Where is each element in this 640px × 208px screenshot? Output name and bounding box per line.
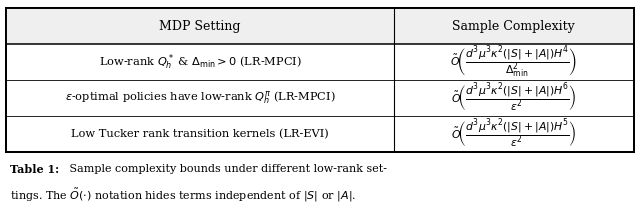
Text: $\epsilon$-optimal policies have low-rank $Q_h^{\pi}$ (LR-MPCI): $\epsilon$-optimal policies have low-ran…	[65, 90, 335, 106]
Text: Low-rank $Q_h^*$ & $\Delta_{\min} > 0$ (LR-MPCI): Low-rank $Q_h^*$ & $\Delta_{\min} > 0$ (…	[99, 52, 301, 72]
Text: MDP Setting: MDP Setting	[159, 20, 241, 33]
FancyBboxPatch shape	[6, 8, 634, 44]
Text: $\tilde{O}\!\left(\dfrac{d^3\mu^3\kappa^2(|S|+|A|)H^5}{\epsilon^2}\right)$: $\tilde{O}\!\left(\dfrac{d^3\mu^3\kappa^…	[451, 118, 577, 150]
Text: Low Tucker rank transition kernels (LR-EVI): Low Tucker rank transition kernels (LR-E…	[71, 129, 329, 139]
Text: $\tilde{O}\!\left(\dfrac{d^3\mu^3\kappa^2(|S|+|A|)H^4}{\Delta_{\min}^2}\right)$: $\tilde{O}\!\left(\dfrac{d^3\mu^3\kappa^…	[450, 44, 577, 80]
Text: Table 1:: Table 1:	[10, 164, 59, 175]
Text: Sample Complexity: Sample Complexity	[452, 20, 575, 33]
Text: $\tilde{O}\!\left(\dfrac{d^3\mu^3\kappa^2(|S|+|A|)H^6}{\epsilon^2}\right)$: $\tilde{O}\!\left(\dfrac{d^3\mu^3\kappa^…	[451, 82, 577, 114]
Text: tings. The $\tilde{O}(\cdot)$ notation hides terms independent of $|S|$ or $|A|$: tings. The $\tilde{O}(\cdot)$ notation h…	[10, 187, 356, 204]
Text: Sample complexity bounds under different low-rank set-: Sample complexity bounds under different…	[66, 164, 387, 174]
FancyBboxPatch shape	[6, 8, 634, 152]
